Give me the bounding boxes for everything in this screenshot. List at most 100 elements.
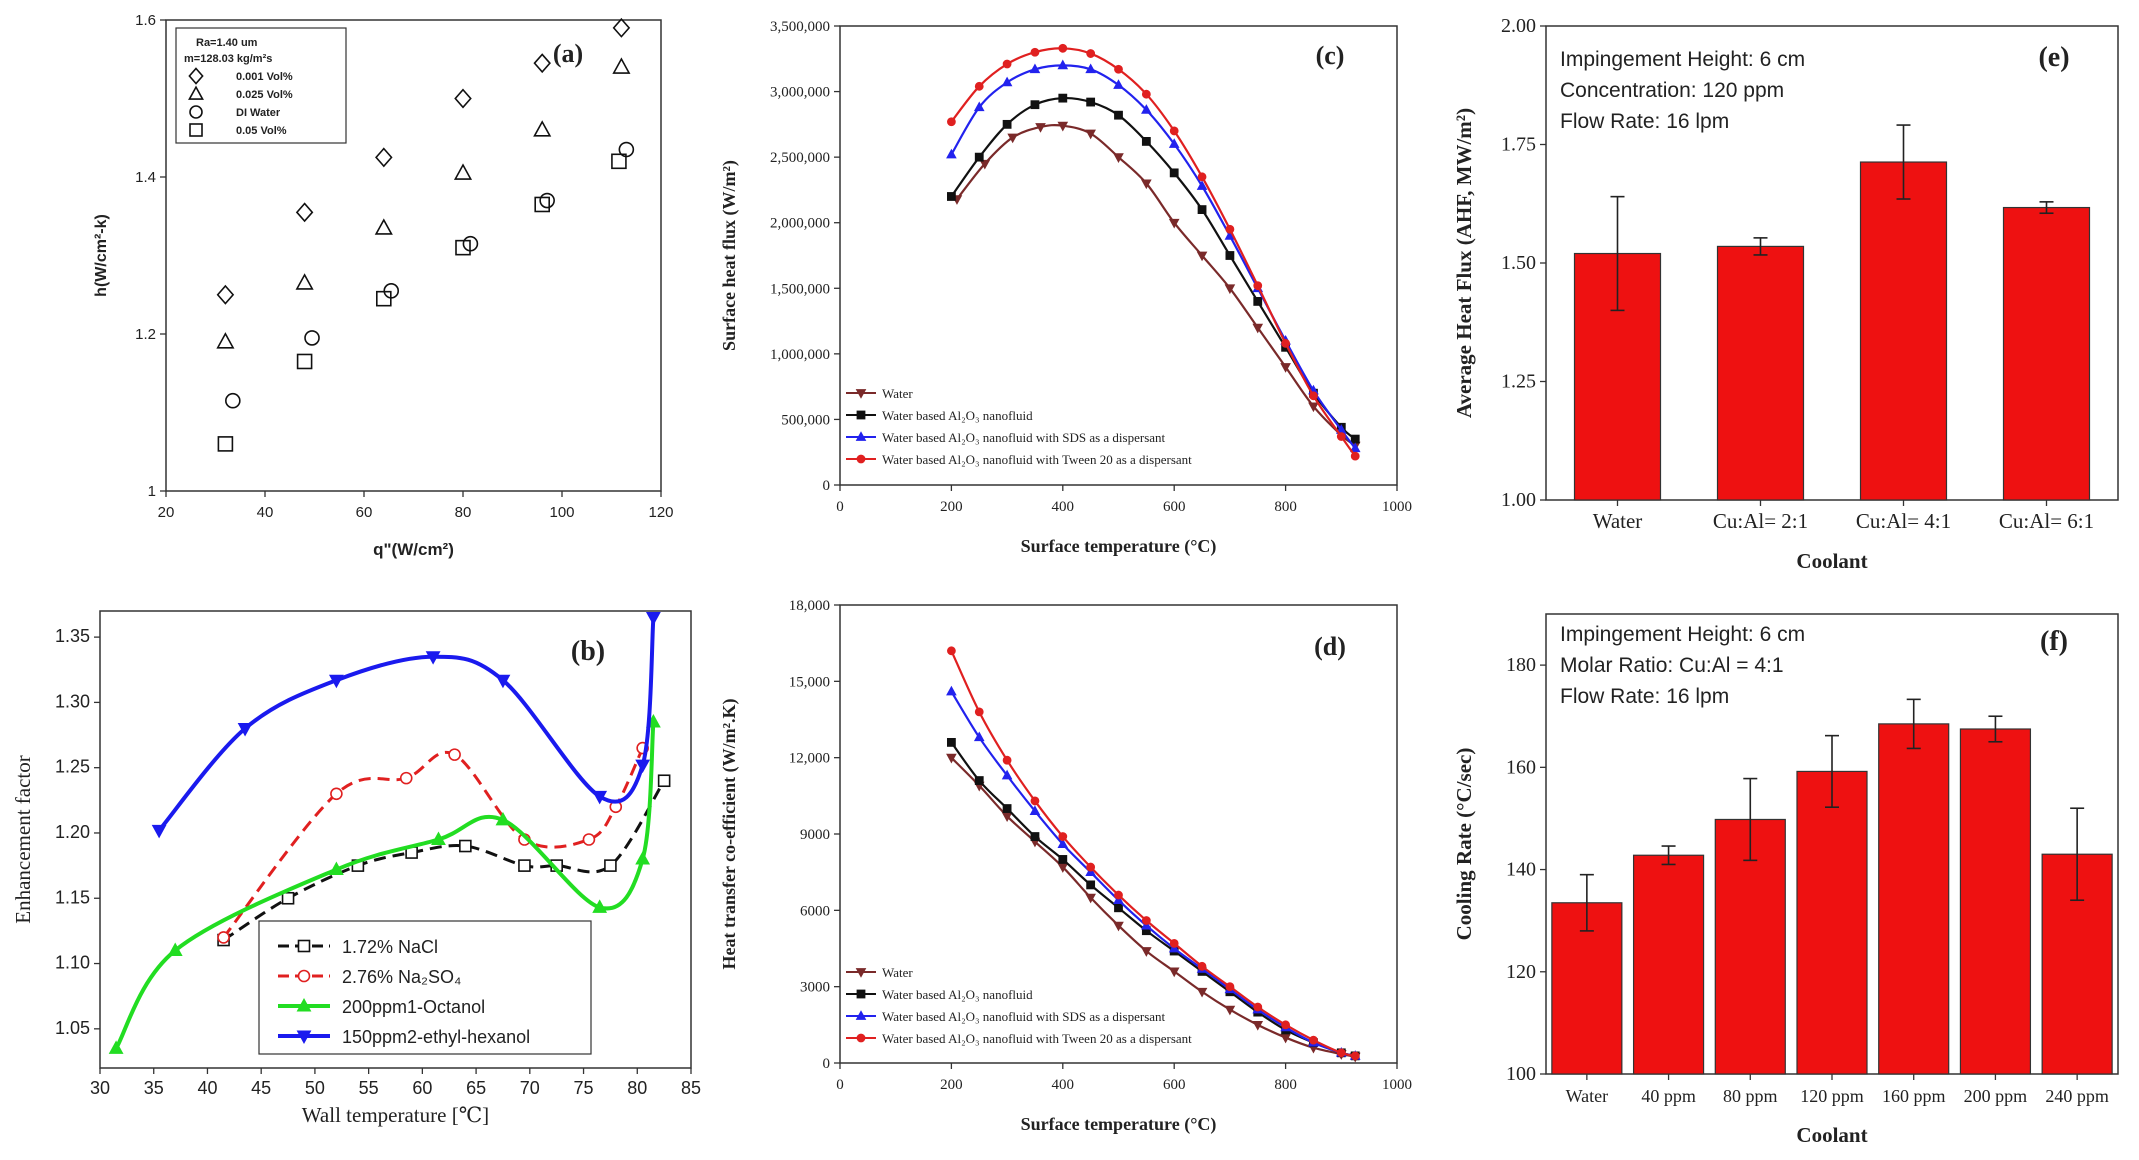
data-point bbox=[1168, 967, 1180, 978]
y-tick-label: 1.25 bbox=[1501, 371, 1536, 393]
x-tick-label: 45 bbox=[251, 1078, 271, 1098]
legend-label: Water based Al₂O₃ nanofluid with Tween 2… bbox=[882, 452, 1192, 467]
legend-marker bbox=[855, 1010, 867, 1020]
legend-label: Water bbox=[882, 386, 913, 401]
data-point bbox=[635, 851, 651, 865]
y-axis-label: h(W/cm²-k) bbox=[93, 214, 110, 297]
data-point bbox=[1169, 126, 1179, 136]
x-axis-label: Surface temperature (°C) bbox=[1021, 1114, 1217, 1135]
data-point bbox=[1350, 1051, 1360, 1061]
data-point bbox=[1085, 893, 1096, 904]
legend-marker bbox=[856, 1033, 866, 1043]
data-point bbox=[399, 771, 413, 785]
data-point bbox=[974, 776, 984, 785]
data-point bbox=[1141, 179, 1152, 190]
legend-marker bbox=[296, 998, 312, 1012]
y-tick-label: 1.75 bbox=[1501, 134, 1536, 156]
panel-label: (a) bbox=[553, 39, 583, 68]
x-tick-label: 80 bbox=[627, 1078, 647, 1098]
data-point bbox=[1001, 76, 1013, 87]
y-tick-label: 3000 bbox=[800, 980, 830, 996]
data-point bbox=[657, 774, 671, 788]
annotation-text: Concentration: 120 ppm bbox=[1560, 79, 1784, 102]
panel-label: (e) bbox=[2038, 42, 2069, 73]
y-tick-label: 2.00 bbox=[1501, 15, 1536, 37]
annotation-text: Impingement Height: 6 cm bbox=[1560, 623, 1805, 646]
data-point bbox=[612, 57, 631, 74]
legend-header: Ra=1.40 um bbox=[196, 37, 258, 49]
data-point bbox=[612, 17, 631, 38]
data-point bbox=[1057, 59, 1069, 70]
y-tick-label: 1.6 bbox=[135, 12, 156, 29]
x-tick-label: 600 bbox=[1163, 499, 1186, 515]
category-label: 120 ppm bbox=[1800, 1086, 1864, 1106]
data-point bbox=[1030, 47, 1040, 57]
x-tick-label: 800 bbox=[1274, 499, 1297, 515]
data-point bbox=[1225, 982, 1235, 992]
legend-marker bbox=[189, 105, 203, 119]
data-point bbox=[1224, 1005, 1236, 1016]
data-point bbox=[1197, 205, 1207, 214]
data-point bbox=[1086, 97, 1096, 107]
data-point bbox=[1007, 133, 1018, 144]
data-point bbox=[1114, 110, 1123, 120]
bar bbox=[1878, 723, 1950, 1075]
x-tick-label: 100 bbox=[549, 504, 574, 521]
series-line bbox=[950, 756, 1356, 1058]
data-point bbox=[534, 196, 551, 213]
x-tick-label: 200 bbox=[940, 499, 963, 515]
data-point bbox=[1280, 1033, 1291, 1044]
data-point bbox=[1350, 451, 1360, 461]
y-axis-label: Enhancement factor bbox=[11, 755, 35, 924]
y-tick-label: 1.4 bbox=[135, 169, 156, 186]
data-point bbox=[1085, 866, 1096, 877]
series-line bbox=[950, 64, 1357, 449]
annotation-text: Flow Rate: 16 lpm bbox=[1560, 685, 1729, 708]
data-point bbox=[973, 101, 985, 112]
x-tick-label: 65 bbox=[466, 1078, 486, 1098]
x-tick-label: 85 bbox=[681, 1078, 701, 1098]
data-point bbox=[1058, 832, 1068, 841]
x-axis-label: Wall temperature [℃] bbox=[302, 1103, 489, 1127]
category-label: 40 ppm bbox=[1641, 1086, 1696, 1106]
legend-label: 200ppm1-Octanol bbox=[342, 997, 485, 1017]
y-tick-label: 1.00 bbox=[1501, 489, 1536, 511]
data-point bbox=[1086, 880, 1096, 890]
x-tick-label: 20 bbox=[158, 504, 175, 521]
data-point bbox=[453, 163, 473, 180]
y-tick-label: 1 bbox=[148, 483, 156, 500]
data-point bbox=[533, 53, 551, 74]
annotation-text: Impingement Height: 6 cm bbox=[1560, 48, 1805, 71]
data-point bbox=[1168, 942, 1180, 953]
data-point bbox=[1001, 812, 1013, 822]
legend-box bbox=[175, 27, 347, 144]
category-label: 200 ppm bbox=[1964, 1086, 2028, 1106]
legend-label: 0.001 Vol% bbox=[236, 71, 293, 83]
data-point bbox=[296, 353, 313, 370]
data-point bbox=[611, 153, 627, 170]
legend-marker bbox=[856, 454, 866, 464]
y-tick-label: 160 bbox=[1506, 756, 1536, 778]
data-point bbox=[1035, 123, 1046, 133]
x-tick-label: 0 bbox=[836, 1077, 844, 1093]
panel-f: 100 120 140 160 180 Water 40 ppm 80 ppm 120 ppm 1… bbox=[1452, 613, 2119, 1147]
data-point bbox=[1030, 100, 1040, 110]
data-point bbox=[592, 899, 608, 913]
x-tick-label: 400 bbox=[1052, 1077, 1075, 1093]
data-point bbox=[1002, 59, 1012, 69]
data-point bbox=[1224, 284, 1236, 295]
y-tick-label: 2,000,000 bbox=[770, 216, 830, 232]
data-point bbox=[1085, 63, 1096, 74]
x-tick-label: 0 bbox=[836, 499, 844, 515]
data-point bbox=[1253, 296, 1263, 306]
data-point bbox=[1280, 363, 1291, 373]
category-label: Water bbox=[1566, 1086, 1609, 1106]
legend-marker bbox=[856, 989, 866, 999]
category-label: 80 ppm bbox=[1723, 1086, 1778, 1106]
data-point bbox=[1141, 919, 1152, 930]
x-tick-label: 40 bbox=[197, 1078, 217, 1098]
data-point bbox=[946, 737, 956, 747]
y-tick-label: 18,000 bbox=[789, 598, 830, 614]
data-point bbox=[974, 81, 984, 91]
